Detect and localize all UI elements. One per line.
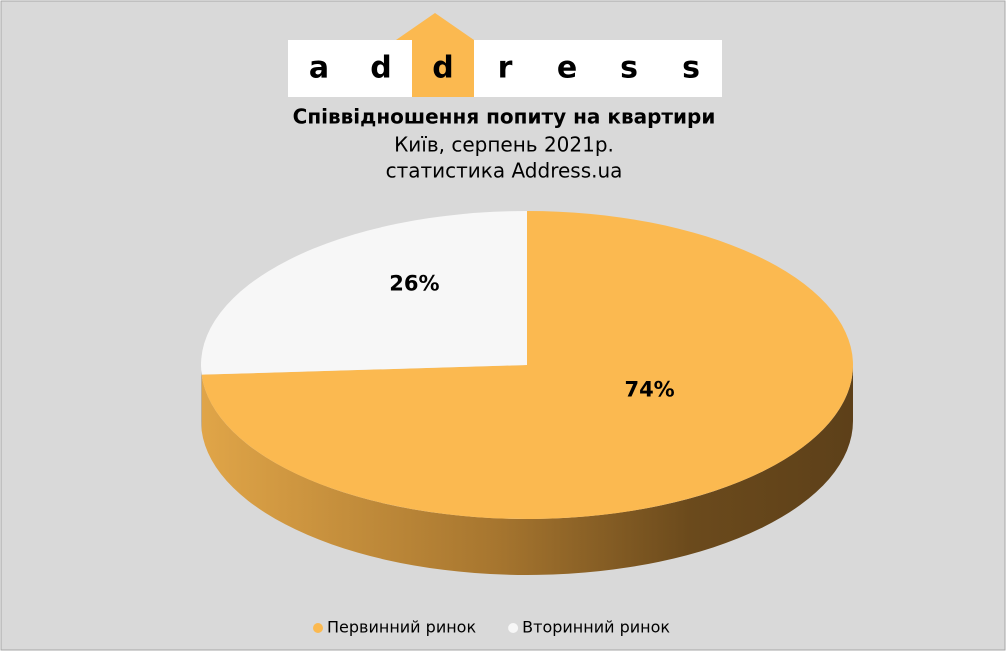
data-label: 74%: [624, 377, 674, 401]
pie-slice: [200, 211, 527, 375]
legend-label: Первинний ринок: [327, 618, 476, 637]
pie-slice: [201, 211, 853, 519]
logo-letter: a: [309, 51, 329, 86]
logo-letter: s: [620, 51, 638, 86]
logo-box: [288, 40, 350, 97]
legend-label: Вторинний ринок: [522, 618, 670, 637]
logo-letter: d: [432, 51, 453, 86]
pie-side: [201, 365, 202, 431]
logo-box: [536, 40, 598, 97]
logo-box: [350, 40, 412, 97]
legend: Первинний ринок Вторинний ринок: [313, 618, 670, 637]
logo-letter: e: [557, 51, 577, 86]
logo-box: [598, 40, 660, 97]
legend-swatch: [313, 623, 323, 633]
chart-subtitle: Київ, серпень 2021р.: [394, 133, 614, 157]
data-label: 26%: [389, 272, 439, 296]
logo-letter: s: [682, 51, 700, 86]
legend-swatch: [508, 623, 519, 633]
logo-box: [474, 40, 536, 97]
chart-subtitle: статистика Address.ua: [386, 159, 623, 183]
logo-letter: d: [370, 51, 391, 86]
pie-side: [201, 365, 853, 575]
logo-box: [412, 40, 474, 97]
chart-title: Співвідношення попиту на квартири: [293, 105, 716, 129]
logo-letter: r: [498, 51, 513, 86]
logo-box: [660, 40, 722, 97]
pie: 74% 26%: [200, 211, 853, 575]
logo-roof: [396, 13, 474, 40]
